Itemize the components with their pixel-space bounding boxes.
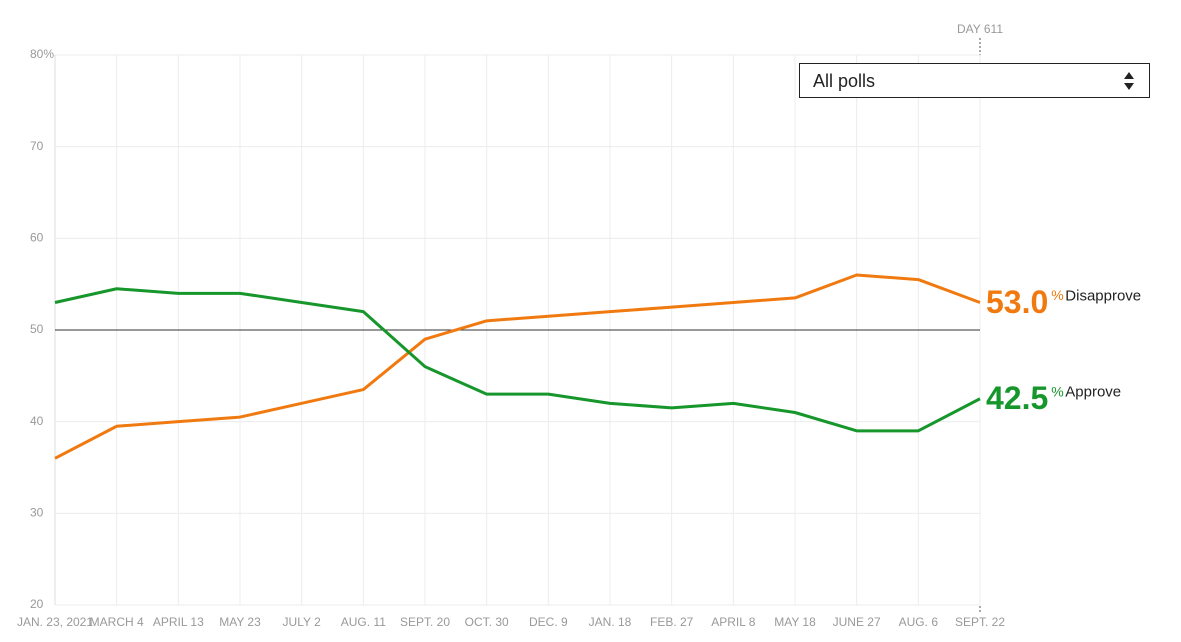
x-tick-label: JUNE 27	[833, 615, 881, 629]
y-tick-label: 20	[30, 597, 44, 611]
y-tick-label: 50	[30, 322, 44, 336]
current-value-label: 42.5	[986, 380, 1048, 416]
x-tick-label: OCT. 30	[465, 615, 509, 629]
legend-label: Approve	[1065, 384, 1121, 401]
x-tick-label: SEPT. 20	[400, 615, 450, 629]
x-tick-label: JULY 2	[283, 615, 322, 629]
poll-filter-text: All polls	[813, 71, 876, 91]
y-tick-label: 80%	[30, 47, 54, 61]
x-tick-label: MARCH 4	[90, 615, 144, 629]
current-value-label: 53.0	[986, 284, 1048, 320]
dropdown-arrows	[1124, 72, 1134, 90]
y-tick-label: 70	[30, 139, 44, 153]
x-tick-label: DEC. 9	[529, 615, 568, 629]
series-line	[54, 273, 981, 460]
series-line	[54, 287, 981, 433]
x-tick-label: MAY 23	[219, 615, 261, 629]
current-day-label: DAY 611	[957, 22, 1003, 36]
legend-label: Disapprove	[1065, 287, 1141, 304]
y-tick-label: 60	[30, 231, 44, 245]
x-tick-label: JAN. 23, 2021	[17, 615, 93, 629]
y-tick-label: 40	[30, 414, 44, 428]
unit-symbol: %	[1051, 383, 1063, 399]
x-tick-label: MAY 18	[774, 615, 816, 629]
x-tick-label: JAN. 18	[589, 615, 632, 629]
unit-symbol: %	[1051, 287, 1063, 303]
x-tick-label: AUG. 6	[899, 615, 939, 629]
x-tick-label: APRIL 8	[711, 615, 756, 629]
x-tick-label: APRIL 13	[153, 615, 204, 629]
x-tick-label: FEB. 27	[650, 615, 694, 629]
x-tick-label: AUG. 11	[341, 615, 386, 629]
y-tick-label: 30	[30, 506, 44, 520]
x-tick-label: SEPT. 22	[955, 615, 1005, 629]
poll-filter-dropdown[interactable]: All polls	[799, 63, 1150, 98]
